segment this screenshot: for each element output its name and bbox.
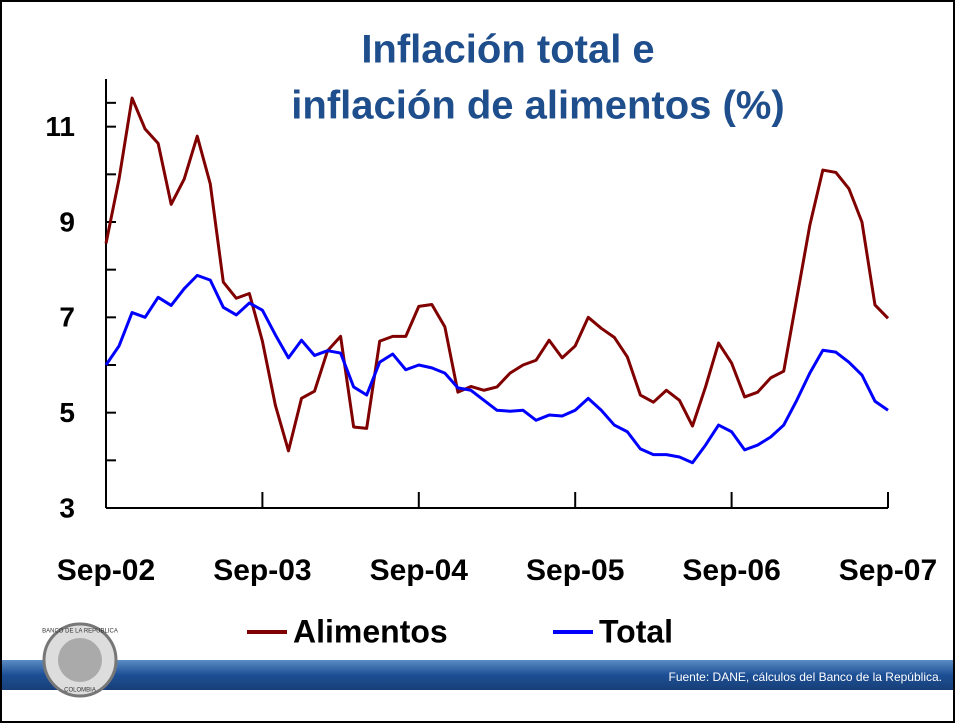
chart-title: Inflación total e (361, 28, 654, 72)
logo-center (58, 638, 102, 682)
logo-text: COLOMBIA (64, 688, 96, 694)
y-tick-label: 5 (59, 397, 75, 428)
x-tick-label: Sep-05 (526, 554, 624, 587)
source: Fuente: DANE, cálculos del Banco de la R… (669, 670, 943, 684)
x-tick-label: Sep-04 (370, 554, 469, 587)
series-line (104, 96, 890, 453)
logo-text: BANCO DE LA REPUBLICA (42, 629, 118, 635)
legend-label: Total (599, 613, 673, 649)
footer-band (2, 660, 953, 690)
x-tick-label: Sep-07 (839, 554, 937, 587)
chart-title: inflación de alimentos (%) (291, 84, 784, 128)
x-tick-label: Sep-02 (57, 554, 155, 587)
y-tick-label: 3 (59, 492, 75, 523)
x-tick-label: Sep-03 (213, 554, 311, 587)
series-line (104, 273, 889, 465)
x-tick-label: Sep-06 (682, 554, 780, 587)
legend-label: Alimentos (293, 613, 448, 649)
y-tick-label: 7 (59, 302, 75, 333)
y-tick-label: 9 (59, 206, 75, 237)
y-tick-label: 11 (45, 111, 75, 142)
